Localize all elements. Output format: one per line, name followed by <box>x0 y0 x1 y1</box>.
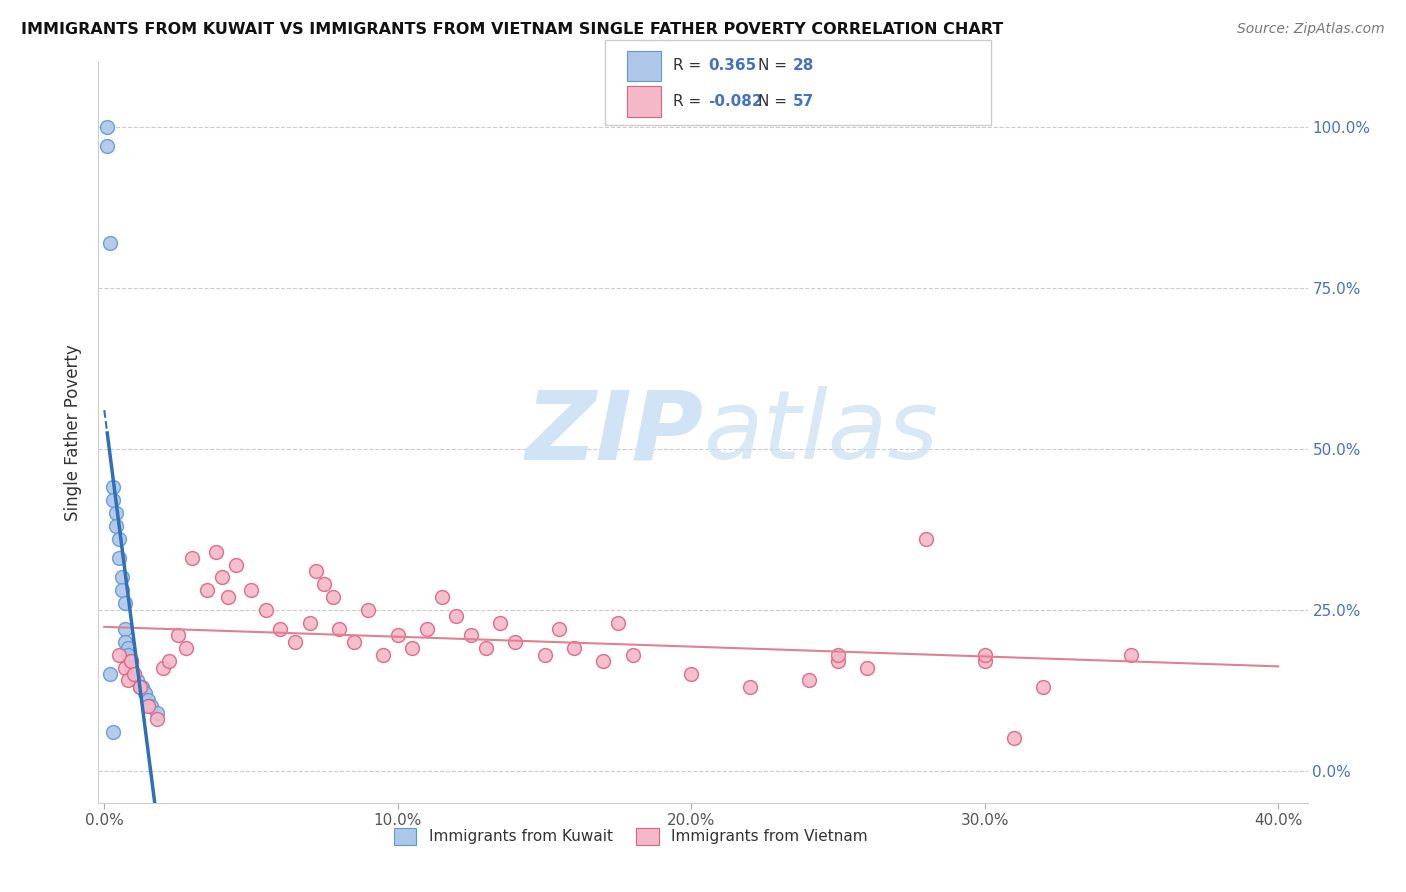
Point <box>114 596 136 610</box>
Point <box>114 635 136 649</box>
Point <box>136 699 159 714</box>
Point <box>136 693 159 707</box>
Point <box>430 590 453 604</box>
Point <box>120 654 142 668</box>
Text: 57: 57 <box>793 94 814 109</box>
Point <box>114 660 136 674</box>
Point <box>1032 680 1054 694</box>
Point <box>797 673 820 688</box>
Point <box>973 654 995 668</box>
Point <box>131 680 153 694</box>
Point <box>548 622 571 636</box>
Point <box>101 725 124 739</box>
Point <box>856 660 879 674</box>
Point <box>114 622 136 636</box>
Point <box>204 545 226 559</box>
Point <box>1002 731 1025 746</box>
Text: IMMIGRANTS FROM KUWAIT VS IMMIGRANTS FROM VIETNAM SINGLE FATHER POVERTY CORRELAT: IMMIGRANTS FROM KUWAIT VS IMMIGRANTS FRO… <box>21 22 1004 37</box>
Point <box>117 673 139 688</box>
Point <box>343 635 366 649</box>
Point <box>117 648 139 662</box>
Point <box>166 628 188 642</box>
Point <box>738 680 761 694</box>
Point <box>141 699 163 714</box>
Point <box>134 686 156 700</box>
Point <box>98 667 121 681</box>
Text: 28: 28 <box>793 58 814 73</box>
Point <box>621 648 644 662</box>
Point <box>284 635 307 649</box>
Point <box>322 590 344 604</box>
Point <box>416 622 439 636</box>
Point <box>328 622 350 636</box>
Point <box>827 648 849 662</box>
Point <box>120 660 142 674</box>
Point <box>120 654 142 668</box>
Point <box>475 641 498 656</box>
Point <box>489 615 512 630</box>
Point <box>269 622 291 636</box>
Point <box>108 551 131 566</box>
Point <box>240 583 263 598</box>
Point <box>681 667 703 681</box>
Point <box>98 235 121 250</box>
Point <box>357 602 380 616</box>
Point <box>101 493 124 508</box>
Point <box>152 660 174 674</box>
Point <box>254 602 277 616</box>
Point <box>387 628 409 642</box>
Point <box>503 635 526 649</box>
Point <box>181 551 204 566</box>
Point <box>827 654 849 668</box>
Point <box>446 609 468 624</box>
Point <box>211 570 233 584</box>
Point <box>915 532 938 546</box>
Point <box>304 564 326 578</box>
Point <box>111 583 134 598</box>
Text: -0.082: -0.082 <box>709 94 763 109</box>
Text: R =: R = <box>673 94 707 109</box>
Point <box>101 480 124 494</box>
Point <box>973 648 995 662</box>
Point <box>146 712 169 726</box>
Point <box>128 680 150 694</box>
Text: R =: R = <box>673 58 707 73</box>
Text: atlas: atlas <box>703 386 938 479</box>
Point <box>105 519 128 533</box>
Y-axis label: Single Father Poverty: Single Father Poverty <box>65 344 83 521</box>
Text: Source: ZipAtlas.com: Source: ZipAtlas.com <box>1237 22 1385 37</box>
Point <box>176 641 198 656</box>
Point <box>562 641 585 656</box>
Point <box>401 641 423 656</box>
Point <box>298 615 321 630</box>
Point <box>96 139 118 153</box>
Point <box>122 667 145 681</box>
Text: 0.365: 0.365 <box>709 58 756 73</box>
Point <box>128 680 150 694</box>
Point <box>592 654 614 668</box>
Point <box>606 615 628 630</box>
Text: N =: N = <box>758 58 792 73</box>
Point <box>460 628 482 642</box>
Point <box>125 673 148 688</box>
Point <box>157 654 180 668</box>
Point <box>195 583 218 598</box>
Text: ZIP: ZIP <box>524 386 703 479</box>
Point <box>105 506 128 520</box>
Point <box>217 590 239 604</box>
Legend: Immigrants from Kuwait, Immigrants from Vietnam: Immigrants from Kuwait, Immigrants from … <box>388 822 873 851</box>
Point <box>111 570 134 584</box>
Point <box>1121 648 1143 662</box>
Point <box>146 706 169 720</box>
Point <box>225 558 247 572</box>
Point <box>96 120 118 134</box>
Point <box>108 648 131 662</box>
Point <box>122 667 145 681</box>
Point <box>371 648 394 662</box>
Text: N =: N = <box>758 94 792 109</box>
Point <box>314 577 336 591</box>
Point <box>108 532 131 546</box>
Point <box>533 648 555 662</box>
Point <box>117 641 139 656</box>
